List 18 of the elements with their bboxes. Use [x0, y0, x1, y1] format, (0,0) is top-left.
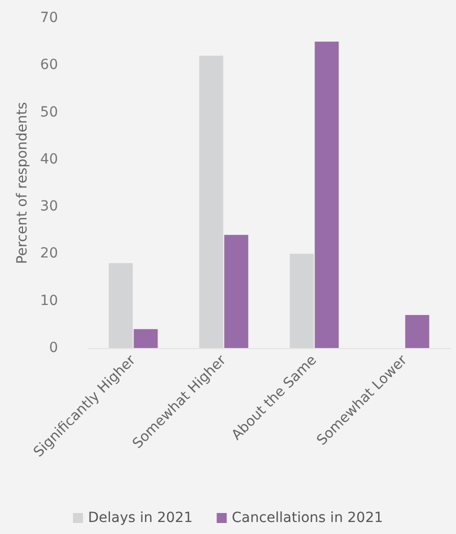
y-tick-label: 50: [40, 104, 58, 120]
bar: [314, 42, 339, 348]
bar: [224, 234, 248, 348]
y-tick-label: 10: [40, 292, 58, 309]
bar: [199, 56, 224, 348]
bar: [290, 254, 314, 348]
legend-label: Delays in 2021: [88, 510, 193, 526]
y-tick-label: 60: [40, 57, 58, 74]
bar: [108, 263, 133, 348]
y-tick-label: 0: [49, 340, 58, 356]
legend-label: Cancellations in 2021: [232, 510, 384, 526]
y-tick-label: 20: [40, 246, 58, 262]
bar: [405, 315, 430, 348]
y-axis-title: Percent of respondents: [14, 102, 30, 264]
bar: [134, 329, 158, 348]
y-tick-label: 30: [40, 198, 58, 215]
y-tick-label: 70: [40, 10, 58, 26]
y-tick-label: 40: [40, 151, 58, 168]
